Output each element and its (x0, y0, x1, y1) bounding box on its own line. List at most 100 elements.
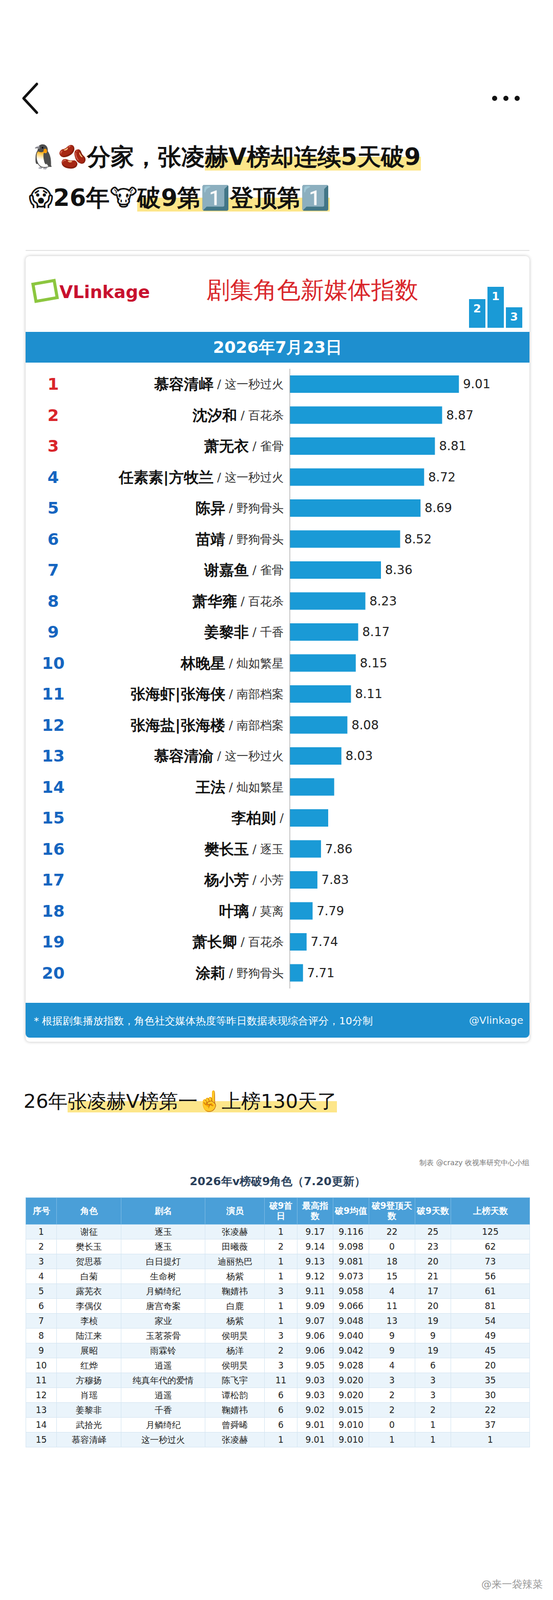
svg-text:14: 14 (41, 777, 66, 797)
html-text:11: 11 (275, 1374, 287, 1386)
html-text:21: 21 (427, 1270, 439, 1282)
svg-text:樊长玉 / 逐玉: 樊长玉 / 逐玉 (203, 840, 284, 858)
html-text:@Vlinkage: @Vlinkage (469, 1013, 524, 1027)
html-text:逐玉: 逐玉 (154, 1240, 172, 1252)
html-text:11: 11 (35, 1374, 47, 1386)
svg-text:慕容清峄 / 这一秒过火: 慕容清峄 / 这一秒过火 (153, 375, 284, 393)
svg-text:8.08: 8.08 (351, 717, 379, 733)
html-text:雨霖铃: 雨霖铃 (150, 1344, 177, 1356)
svg-text:慕容清渝 / 这一秒过火: 慕容清渝 / 这一秒过火 (153, 747, 284, 765)
svg-text:8.52: 8.52 (403, 532, 432, 547)
html-text:2026年7月23日: 2026年7月23日 (213, 337, 342, 357)
svg-text:1: 1 (47, 374, 59, 394)
svg-text:9: 9 (47, 622, 59, 642)
svg-text:谢嘉鱼 / 雀骨: 谢嘉鱼 / 雀骨 (203, 561, 284, 579)
html-text:展昭: 展昭 (80, 1344, 98, 1356)
svg-text:陈异 / 野狗骨头: 陈异 / 野狗骨头 (195, 499, 284, 517)
svg-text:苗靖 / 野狗骨头: 苗靖 / 野狗骨头 (195, 530, 284, 548)
svg-text:萧华雍 / 百花杀: 萧华雍 / 百花杀 (192, 592, 284, 610)
html-text:26年张凌赫V榜第一☝️上榜130天了: 26年张凌赫V榜第一☝️上榜130天了 (23, 1089, 337, 1113)
html-text:慕容清峄: 慕容清峄 (71, 1433, 107, 1445)
svg-text:8.72: 8.72 (428, 470, 456, 485)
html-text:白日提灯: 白日提灯 (145, 1255, 181, 1267)
html-text:9.12: 9.12 (305, 1270, 325, 1282)
html-text:9.020: 9.020 (338, 1374, 364, 1386)
svg-text:7: 7 (47, 560, 59, 580)
svg-text:2: 2 (47, 405, 59, 425)
html-text:@来一袋辣菜: @来一袋辣菜 (481, 1577, 543, 1590)
html-text:田曦薇: 田曦薇 (221, 1240, 248, 1252)
html-text:这一秒过火: 这一秒过火 (141, 1433, 185, 1445)
svg-text:张海盐|张海楼 / 南部档案: 张海盐|张海楼 / 南部档案 (130, 716, 284, 734)
svg-text:8.23: 8.23 (369, 593, 397, 609)
svg-text:3: 3 (47, 436, 59, 456)
svg-text:7.83: 7.83 (321, 872, 349, 887)
svg-text:7.86: 7.86 (325, 841, 353, 857)
html-text:最高指数: 最高指数 (302, 1200, 329, 1221)
svg-text:8.81: 8.81 (438, 438, 466, 454)
html-text:张凌赫: 张凌赫 (221, 1433, 248, 1445)
svg-text:王法 / 灿如繁星: 王法 / 灿如繁星 (195, 778, 284, 796)
svg-text:17: 17 (41, 869, 66, 890)
svg-text:杨小芳 / 小芳: 杨小芳 / 小芳 (203, 870, 284, 889)
html-text:9.05: 9.05 (305, 1359, 325, 1371)
svg-text:7.79: 7.79 (316, 903, 345, 919)
svg-text:4: 4 (47, 467, 59, 487)
svg-text:8.03: 8.03 (345, 748, 373, 763)
svg-text:7.71: 7.71 (307, 965, 335, 981)
svg-text:15: 15 (41, 807, 66, 828)
svg-text:19: 19 (41, 931, 66, 952)
svg-text:涂莉 / 野狗骨头: 涂莉 / 野狗骨头 (195, 964, 284, 982)
svg-text:8.87: 8.87 (445, 408, 474, 423)
svg-text:张海虾|张海侠 / 南部档案: 张海虾|张海侠 / 南部档案 (130, 685, 284, 703)
html-text:剧集角色新媒体指数: 剧集角色新媒体指数 (206, 275, 419, 304)
svg-text:12: 12 (41, 715, 66, 735)
svg-text:11: 11 (41, 684, 66, 704)
svg-text:9.01: 9.01 (462, 376, 491, 392)
html-text:迪丽热巴: 迪丽热巴 (217, 1255, 253, 1267)
html-text:15: 15 (386, 1270, 398, 1282)
html-text:破9均值 破9登顶天数: 破9均值 破9登顶天数 (334, 1200, 413, 1221)
svg-text:16: 16 (41, 839, 66, 859)
svg-text:萧长卿 / 百花杀: 萧长卿 / 百花杀 (192, 932, 284, 951)
svg-text:萧无衣 / 雀骨: 萧无衣 / 雀骨 (203, 437, 284, 455)
html-text:杨洋: 杨洋 (226, 1344, 244, 1356)
svg-text:姜黎非 / 千香: 姜黎非 / 千香 (203, 623, 284, 641)
svg-text:2: 2 (473, 302, 481, 315)
svg-text:7.74: 7.74 (310, 934, 338, 949)
svg-text:任素素|方牧兰 / 这一秒过火: 任素素|方牧兰 / 这一秒过火 (118, 468, 284, 486)
svg-text:沈汐和 / 百花杀: 沈汐和 / 百花杀 (192, 406, 284, 424)
html-text:2026年v榜破9角色（7.20更新）: 2026年v榜破9角色（7.20更新） (189, 1174, 366, 1188)
svg-text:8.17: 8.17 (362, 624, 390, 640)
html-text:破9首日: 破9首日 (269, 1200, 293, 1221)
svg-text:8.11: 8.11 (354, 686, 382, 701)
svg-text:李柏则 /: 李柏则 / (230, 809, 284, 827)
svg-text:叶璃 / 莫离: 叶璃 / 莫离 (219, 902, 284, 920)
svg-text:3: 3 (509, 310, 518, 324)
html-text:😱26年🐮破9第1️⃣登顶第1️⃣: 😱26年🐮破9第1️⃣登顶第1️⃣ (28, 183, 330, 212)
html-text:9.028: 9.028 (338, 1359, 364, 1371)
html-text:56: 56 (484, 1270, 496, 1282)
html-text:* 根据剧集播放指数，角色社交媒体热度等昨日数据表现综合评分: * 根据剧集播放指数，角色社交媒体热度等昨日数据表现综合评分，10分制 (33, 1014, 373, 1027)
svg-text:18: 18 (41, 901, 66, 921)
html-text:VLinkage: VLinkage (59, 281, 150, 303)
svg-text:10: 10 (41, 653, 66, 673)
svg-text:8: 8 (47, 591, 59, 611)
html-text:20: 20 (484, 1359, 496, 1371)
svg-text:1: 1 (491, 289, 500, 303)
svg-text:13: 13 (41, 746, 66, 766)
svg-text:8.36: 8.36 (385, 562, 413, 578)
html-text:9.073: 9.073 (338, 1270, 364, 1282)
html-text:🐧🫘分家，张凌赫V榜却连续5天破9: 🐧🫘分家，张凌赫V榜却连续5天破9 (28, 142, 421, 171)
html-text:樊长玉: 樊长玉 (75, 1240, 102, 1252)
html-text:10: 10 (35, 1359, 47, 1371)
html-text:9.03: 9.03 (305, 1374, 325, 1386)
svg-text:6: 6 (47, 529, 59, 549)
html-text:35: 35 (484, 1374, 496, 1386)
svg-text:5: 5 (47, 498, 59, 518)
svg-text:20: 20 (41, 963, 66, 983)
svg-text:8.69: 8.69 (424, 500, 452, 516)
svg-text:林晚星 / 灿如繁星: 林晚星 / 灿如繁星 (179, 654, 284, 672)
html-text:贺思慕: 贺思慕 (75, 1255, 102, 1267)
svg-text:8.15: 8.15 (359, 655, 388, 671)
